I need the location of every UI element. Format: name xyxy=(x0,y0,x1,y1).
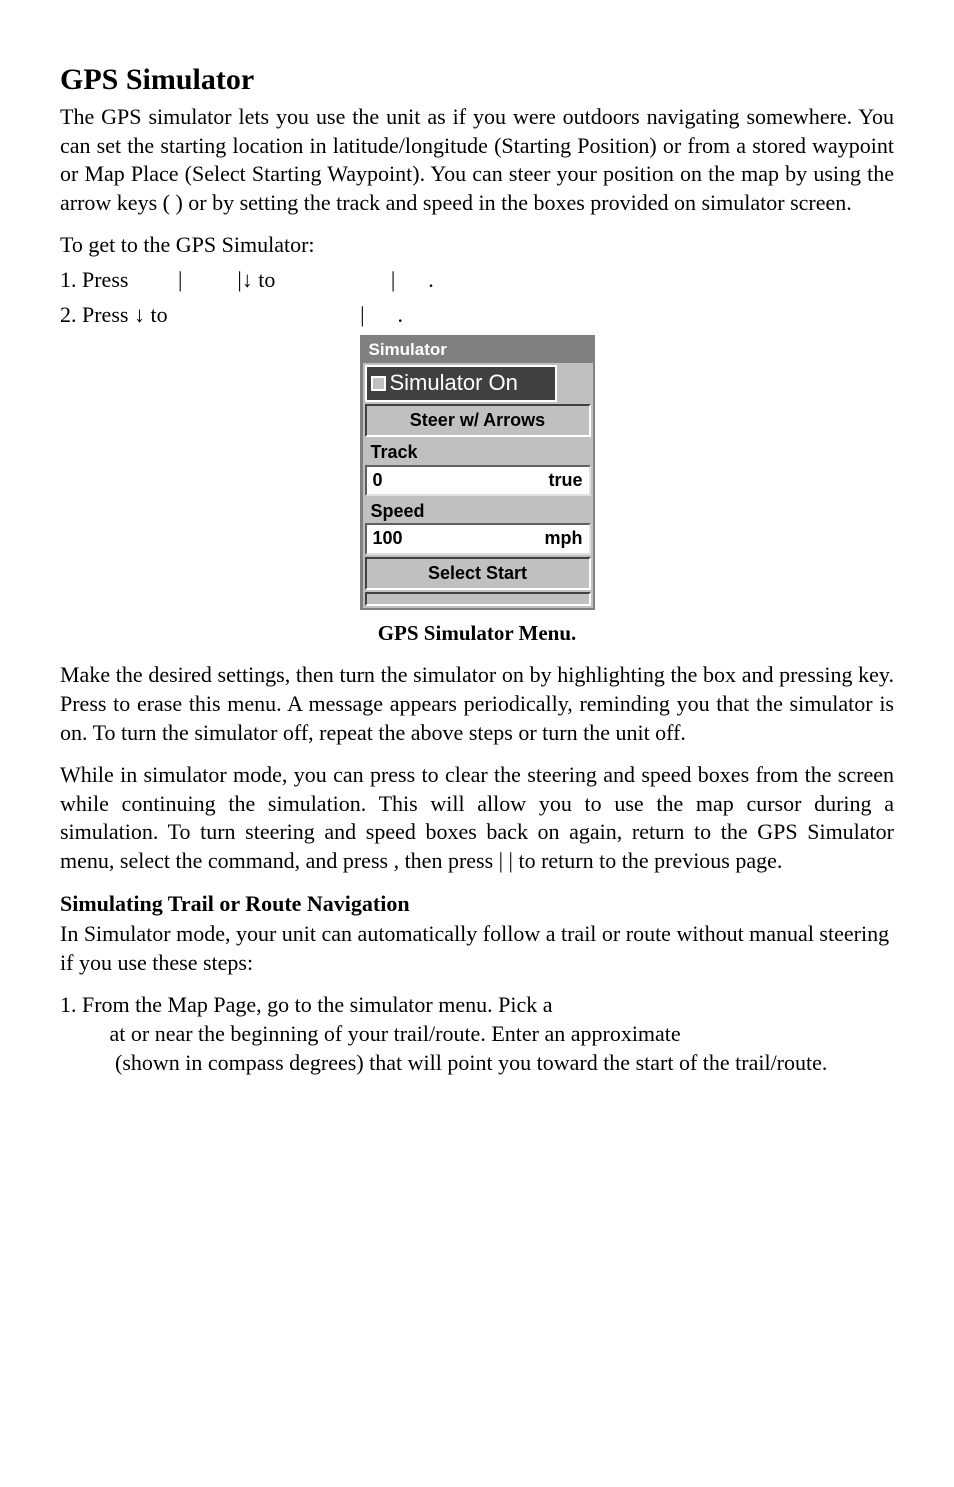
page-title: GPS Simulator xyxy=(60,60,894,99)
step1-mid: to xyxy=(258,267,281,292)
simulator-on-label: Simulator On xyxy=(390,369,518,398)
track-label: Track xyxy=(365,439,591,464)
simulator-menu-panel: Simulator Simulator On Steer w/ Arrows T… xyxy=(360,335,595,610)
figure-caption: GPS Simulator Menu. xyxy=(60,620,894,647)
blank-button xyxy=(365,592,591,606)
to-get-line: To get to the GPS Simulator: xyxy=(60,231,894,260)
speed-value-box[interactable]: 100 mph xyxy=(365,523,591,554)
track-value: 0 xyxy=(373,469,383,492)
simulator-figure: Simulator Simulator On Steer w/ Arrows T… xyxy=(60,335,894,610)
step2-mid: to xyxy=(150,302,173,327)
simulator-titlebar: Simulator xyxy=(363,337,593,363)
step-1: 1. Press | |↓ to | . xyxy=(60,266,894,295)
step-map-page: 1. From the Map Page, go to the simulato… xyxy=(60,991,894,1077)
subheading: Simulating Trail or Route Navigation xyxy=(60,890,894,919)
step2-prefix: 2. Press xyxy=(60,302,134,327)
track-unit: true xyxy=(548,469,582,492)
step-map-c: (shown in compass degrees) that will poi… xyxy=(110,1050,828,1075)
checkbox-icon[interactable] xyxy=(371,376,386,391)
speed-unit: mph xyxy=(545,527,583,550)
speed-value: 100 xyxy=(373,527,403,550)
while-simulator-paragraph: While in simulator mode, you can press t… xyxy=(60,761,894,875)
speed-label: Speed xyxy=(365,498,591,523)
step-map-b: at or near the beginning of your trail/r… xyxy=(104,1021,681,1046)
step-map-a: 1. From the Map Page, go to the simulato… xyxy=(60,992,553,1017)
down-arrow-icon: ↓ xyxy=(242,267,253,292)
simulator-on-checkbox[interactable]: Simulator On xyxy=(365,365,557,402)
down-arrow-icon: ↓ xyxy=(134,302,145,327)
make-settings-paragraph: Make the desired settings, then turn the… xyxy=(60,661,894,747)
track-value-box[interactable]: 0 true xyxy=(365,465,591,496)
sub-intro-paragraph: In Simulator mode, your unit can automat… xyxy=(60,920,894,977)
step-2: 2. Press ↓ to | . xyxy=(60,301,894,330)
select-start-button[interactable]: Select Start xyxy=(365,557,591,590)
intro-paragraph: The GPS simulator lets you use the unit … xyxy=(60,103,894,217)
step1-prefix: 1. Press xyxy=(60,267,134,292)
steer-with-arrows-button[interactable]: Steer w/ Arrows xyxy=(365,404,591,437)
